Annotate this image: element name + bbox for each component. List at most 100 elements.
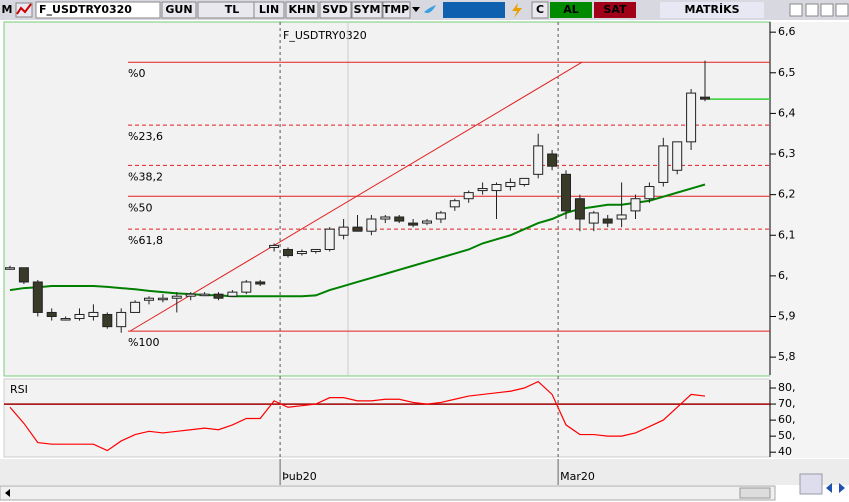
chart-title: F_USDTRY0320: [283, 29, 367, 42]
nav-left[interactable]: [826, 483, 832, 493]
candle-body: [435, 212, 446, 220]
blue-panel: [443, 2, 505, 18]
y-tick-label: 6,1: [778, 228, 796, 241]
candle-body: [561, 173, 571, 212]
khn-text[interactable]: KHN: [289, 3, 316, 16]
sym-text[interactable]: SYM: [354, 3, 381, 16]
candle-body: [227, 291, 238, 297]
candle-body: [46, 311, 57, 318]
y-tick-label: 5,9: [778, 310, 796, 323]
lin-text[interactable]: LIN: [259, 3, 279, 16]
candle-body: [505, 181, 516, 188]
nav-right[interactable]: [839, 483, 845, 493]
candle-body: [547, 153, 558, 167]
candle-body: [449, 200, 460, 208]
rsi-panel: [3, 378, 771, 458]
candle-body: [255, 281, 266, 285]
twitter-icon[interactable]: [424, 5, 436, 14]
candle-body: [269, 244, 280, 248]
candle-body: [366, 218, 377, 232]
candle-body: [533, 145, 544, 175]
candle-body: [18, 267, 29, 283]
time-axis-area: [0, 459, 849, 485]
scroll-thumb[interactable]: [739, 487, 771, 499]
y-tick-label: 6,2: [778, 188, 796, 201]
scroll-left[interactable]: [5, 489, 10, 497]
candle-body: [352, 226, 363, 232]
sell-button[interactable]: [594, 2, 636, 18]
y-tick-label: 6,: [778, 269, 789, 282]
candle-body: [338, 226, 349, 236]
refresh-button[interactable]: [799, 473, 823, 495]
candle-body: [130, 301, 141, 313]
dropdown-arrow[interactable]: [412, 7, 420, 12]
candle-body: [116, 311, 127, 328]
candle-body: [519, 177, 530, 185]
sell-text[interactable]: SAT: [603, 3, 627, 16]
candle-body: [422, 220, 432, 224]
sym-button[interactable]: [351, 1, 383, 19]
buy-button[interactable]: [550, 2, 592, 18]
svd-text[interactable]: SVD: [322, 3, 348, 16]
candle-body: [32, 281, 43, 313]
candle-body: [672, 141, 683, 171]
candle-body: [630, 198, 641, 212]
tmp-button[interactable]: [382, 1, 411, 19]
fib-label: %100: [128, 336, 159, 349]
y-tick-label: 6,3: [778, 147, 796, 160]
candle-body: [213, 293, 224, 299]
symbol-text[interactable]: F_USDTRY0320: [39, 3, 132, 16]
candle-body: [616, 214, 627, 220]
candle-body: [658, 145, 669, 183]
brand-box: [660, 2, 764, 18]
candle-body: [144, 297, 154, 301]
candle-body: [574, 198, 585, 220]
buy-text[interactable]: AL: [563, 3, 579, 16]
lin-button[interactable]: [253, 1, 285, 19]
menu-button[interactable]: M: [2, 3, 13, 16]
symbol-box[interactable]: [35, 1, 161, 19]
maximize-button[interactable]: [820, 3, 834, 17]
candle-body: [491, 183, 502, 192]
candle-body: [310, 248, 321, 253]
rsi-title: RSI: [10, 383, 28, 396]
c-button[interactable]: [531, 1, 549, 19]
brand-text: MATRİKS: [684, 2, 739, 16]
price-panel: [3, 21, 771, 377]
y-tick-label: 70,: [778, 397, 796, 410]
svd-button[interactable]: [319, 1, 352, 19]
candle-body: [588, 212, 599, 224]
fib-label: %0: [128, 67, 145, 80]
close-button[interactable]: [835, 3, 849, 17]
candle-body: [171, 295, 182, 299]
candle-body: [60, 318, 71, 321]
c-text[interactable]: C: [536, 3, 544, 16]
candle-body: [602, 218, 613, 224]
y-tick-label: 5,8: [778, 350, 796, 363]
candle-body: [408, 222, 419, 226]
window-menu[interactable]: [789, 3, 803, 17]
minimize-button[interactable]: [805, 3, 819, 17]
tmp-text[interactable]: TMP: [383, 3, 410, 16]
value-axis-area: [770, 22, 849, 458]
candle-body: [185, 293, 196, 297]
scrollbar[interactable]: [0, 485, 776, 501]
candle-body: [463, 192, 474, 200]
fib-trend-line: [129, 61, 583, 332]
candle-body: [324, 228, 335, 250]
period-button[interactable]: [161, 1, 197, 19]
alert-icon[interactable]: [512, 3, 522, 18]
y-tick-label: 6,6: [778, 25, 796, 38]
khn-button[interactable]: [285, 1, 319, 19]
fib-label: %61,8: [128, 234, 163, 247]
currency-text[interactable]: TL: [225, 3, 240, 16]
candle-body: [477, 188, 488, 192]
period-text[interactable]: GUN: [165, 3, 192, 16]
candle-body: [296, 251, 307, 255]
y-tick-label: 60,: [778, 413, 796, 426]
fib-label: %23,6: [128, 130, 163, 143]
chart-icon-line: [16, 3, 32, 15]
y-tick-label: 80,: [778, 381, 796, 394]
y-tick-label: 50,: [778, 429, 796, 442]
